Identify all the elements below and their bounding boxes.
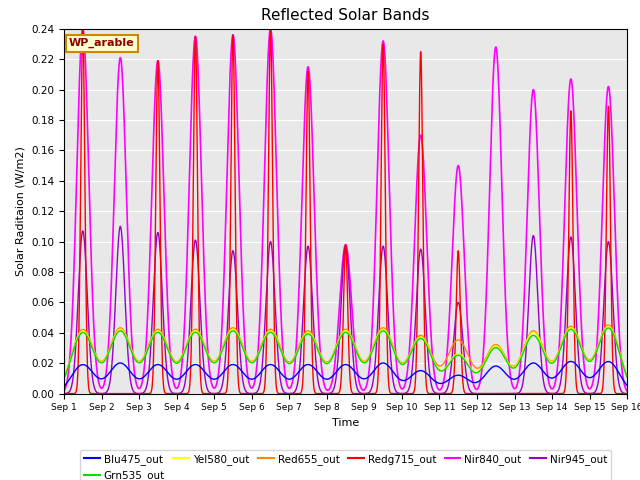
Line: Redg715_out: Redg715_out (64, 29, 627, 394)
Grn535_out (504, 360, 511, 365)
Line: Blu475_out: Blu475_out (64, 361, 627, 386)
Grn535_out (180, 349, 188, 355)
Grn535_out (271, 334, 278, 339)
Redg715_out (180, 391, 188, 396)
Grn535_out (623, 374, 631, 380)
Red655_out (623, 373, 631, 379)
Grn535_out (621, 369, 629, 375)
Nir945_out (60, 391, 68, 396)
Redg715_out (623, 391, 631, 396)
Nir840_out (424, 253, 431, 259)
Nir945_out (492, 391, 499, 396)
Red655_out (60, 375, 68, 381)
Blu475_out (623, 383, 631, 388)
Redg715_out (60, 391, 68, 396)
Nir840_out (504, 337, 511, 343)
Text: WP_arable: WP_arable (69, 38, 134, 48)
Red655_out (180, 347, 188, 353)
Redg715_out (271, 352, 279, 358)
Red655_out (504, 358, 511, 363)
Nir840_out (79, 26, 86, 32)
Redg715_out (511, 391, 518, 396)
Yel580_out (621, 369, 629, 374)
Yel580_out (604, 324, 612, 329)
Nir840_out (180, 321, 188, 327)
Yel580_out (271, 332, 278, 338)
Red655_out (271, 331, 278, 336)
Blu475_out (504, 372, 511, 378)
Nir840_out (621, 384, 629, 390)
Blu475_out (175, 376, 182, 382)
Red655_out (621, 368, 629, 374)
Nir840_out (175, 383, 182, 388)
Redg715_out (79, 26, 86, 32)
Nir945_out (424, 343, 431, 349)
Nir945_out (621, 391, 629, 396)
Red655_out (424, 341, 431, 347)
Nir840_out (60, 388, 68, 394)
Redg715_out (504, 391, 511, 396)
Nir840_out (271, 111, 279, 117)
Line: Nir945_out: Nir945_out (64, 227, 627, 394)
Title: Reflected Solar Bands: Reflected Solar Bands (261, 9, 430, 24)
Yel580_out (175, 359, 182, 365)
Grn535_out (604, 325, 612, 331)
Nir840_out (623, 388, 631, 394)
Grn535_out (175, 360, 182, 365)
Nir945_out (175, 391, 182, 396)
Yel580_out (424, 343, 431, 348)
Blu475_out (271, 363, 278, 369)
Yel580_out (504, 359, 511, 364)
Line: Grn535_out: Grn535_out (64, 328, 627, 378)
Yel580_out (60, 375, 68, 381)
Nir945_out (623, 391, 631, 396)
Grn535_out (424, 344, 431, 349)
Nir945_out (271, 296, 279, 302)
Yel580_out (623, 374, 631, 380)
Legend: Blu475_out, Grn535_out, Yel580_out, Red655_out, Redg715_out, Nir840_out, Nir945_: Blu475_out, Grn535_out, Yel580_out, Red6… (80, 450, 611, 480)
Blu475_out (180, 371, 188, 377)
Line: Yel580_out: Yel580_out (64, 326, 627, 378)
Nir945_out (116, 224, 124, 229)
Blu475_out (567, 359, 575, 364)
Redg715_out (621, 391, 629, 396)
Yel580_out (180, 348, 188, 354)
Blu475_out (424, 371, 431, 377)
Y-axis label: Solar Raditaion (W/m2): Solar Raditaion (W/m2) (15, 146, 26, 276)
Redg715_out (424, 389, 431, 395)
Red655_out (175, 358, 182, 364)
Line: Red655_out: Red655_out (64, 325, 627, 378)
Nir945_out (504, 391, 511, 396)
Red655_out (604, 322, 612, 328)
X-axis label: Time: Time (332, 418, 359, 428)
Line: Nir840_out: Nir840_out (64, 29, 627, 391)
Blu475_out (621, 380, 629, 386)
Nir945_out (180, 383, 188, 388)
Redg715_out (175, 391, 182, 396)
Grn535_out (60, 375, 68, 381)
Blu475_out (60, 384, 68, 389)
